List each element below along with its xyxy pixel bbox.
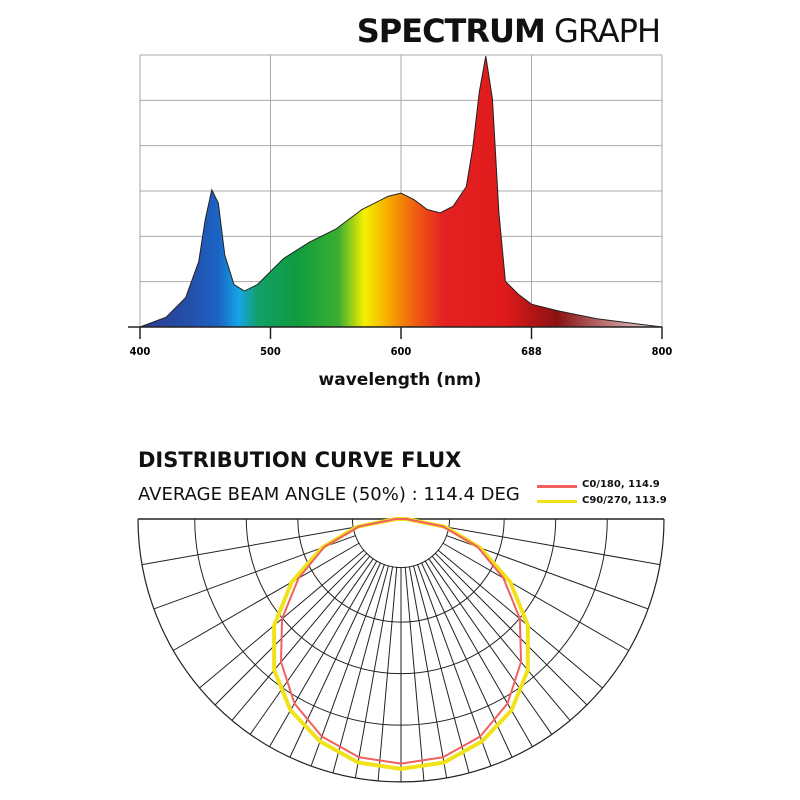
polar-radial-line bbox=[310, 563, 386, 767]
polar-radial-line bbox=[332, 565, 390, 774]
polar-radial-line bbox=[420, 562, 513, 758]
x-tick-label: 500 bbox=[260, 345, 281, 358]
polar-radial-line bbox=[424, 560, 533, 748]
legend-label-c0: C0/180, 114.9 bbox=[582, 479, 660, 490]
polar-radial-line bbox=[412, 565, 470, 774]
polar-radial-line bbox=[269, 560, 378, 748]
legend-swatch-c0 bbox=[537, 485, 577, 488]
x-tick-label: 400 bbox=[130, 345, 151, 358]
x-tick-label: 600 bbox=[391, 345, 412, 358]
legend-label-c90: C90/270, 113.9 bbox=[582, 495, 667, 506]
polar-radial-line bbox=[404, 566, 425, 782]
polar-radial-line bbox=[214, 552, 368, 706]
legend-swatch-c90 bbox=[537, 500, 577, 503]
polar-radial-line bbox=[431, 555, 571, 721]
spectrum-area bbox=[139, 56, 663, 328]
polar-radial-line bbox=[231, 555, 371, 721]
x-tick-label: 688 bbox=[521, 345, 542, 358]
polar-radial-line bbox=[354, 566, 394, 779]
polar-radial-line bbox=[442, 542, 630, 651]
distribution-title: DISTRIBUTION CURVE FLUX bbox=[138, 448, 462, 472]
polar-radial-line bbox=[434, 552, 588, 706]
polar-radial-line bbox=[377, 566, 398, 782]
title-regular: GRAPH bbox=[554, 12, 661, 50]
polar-radial-line bbox=[408, 566, 448, 779]
polar-radial-line bbox=[416, 563, 492, 767]
polar-radial-line bbox=[249, 558, 374, 735]
beam-angle-text: AVERAGE BEAM ANGLE (50%) : 114.4 DEG bbox=[138, 484, 520, 505]
polar-radial-line bbox=[289, 562, 382, 758]
x-axis-label: wavelength (nm) bbox=[318, 370, 482, 390]
title-bold: SPECTRUM bbox=[356, 12, 546, 50]
polar-radial-line bbox=[448, 526, 661, 566]
curve-c90-270 bbox=[272, 517, 530, 771]
curve-c0-180 bbox=[280, 518, 522, 765]
polar-radial-line bbox=[428, 558, 553, 735]
chart-title: SPECTRUM GRAPH bbox=[356, 12, 661, 50]
x-tick-label: 800 bbox=[652, 345, 673, 358]
polar-radial-line bbox=[172, 542, 360, 651]
polar-radial-line bbox=[141, 526, 354, 566]
